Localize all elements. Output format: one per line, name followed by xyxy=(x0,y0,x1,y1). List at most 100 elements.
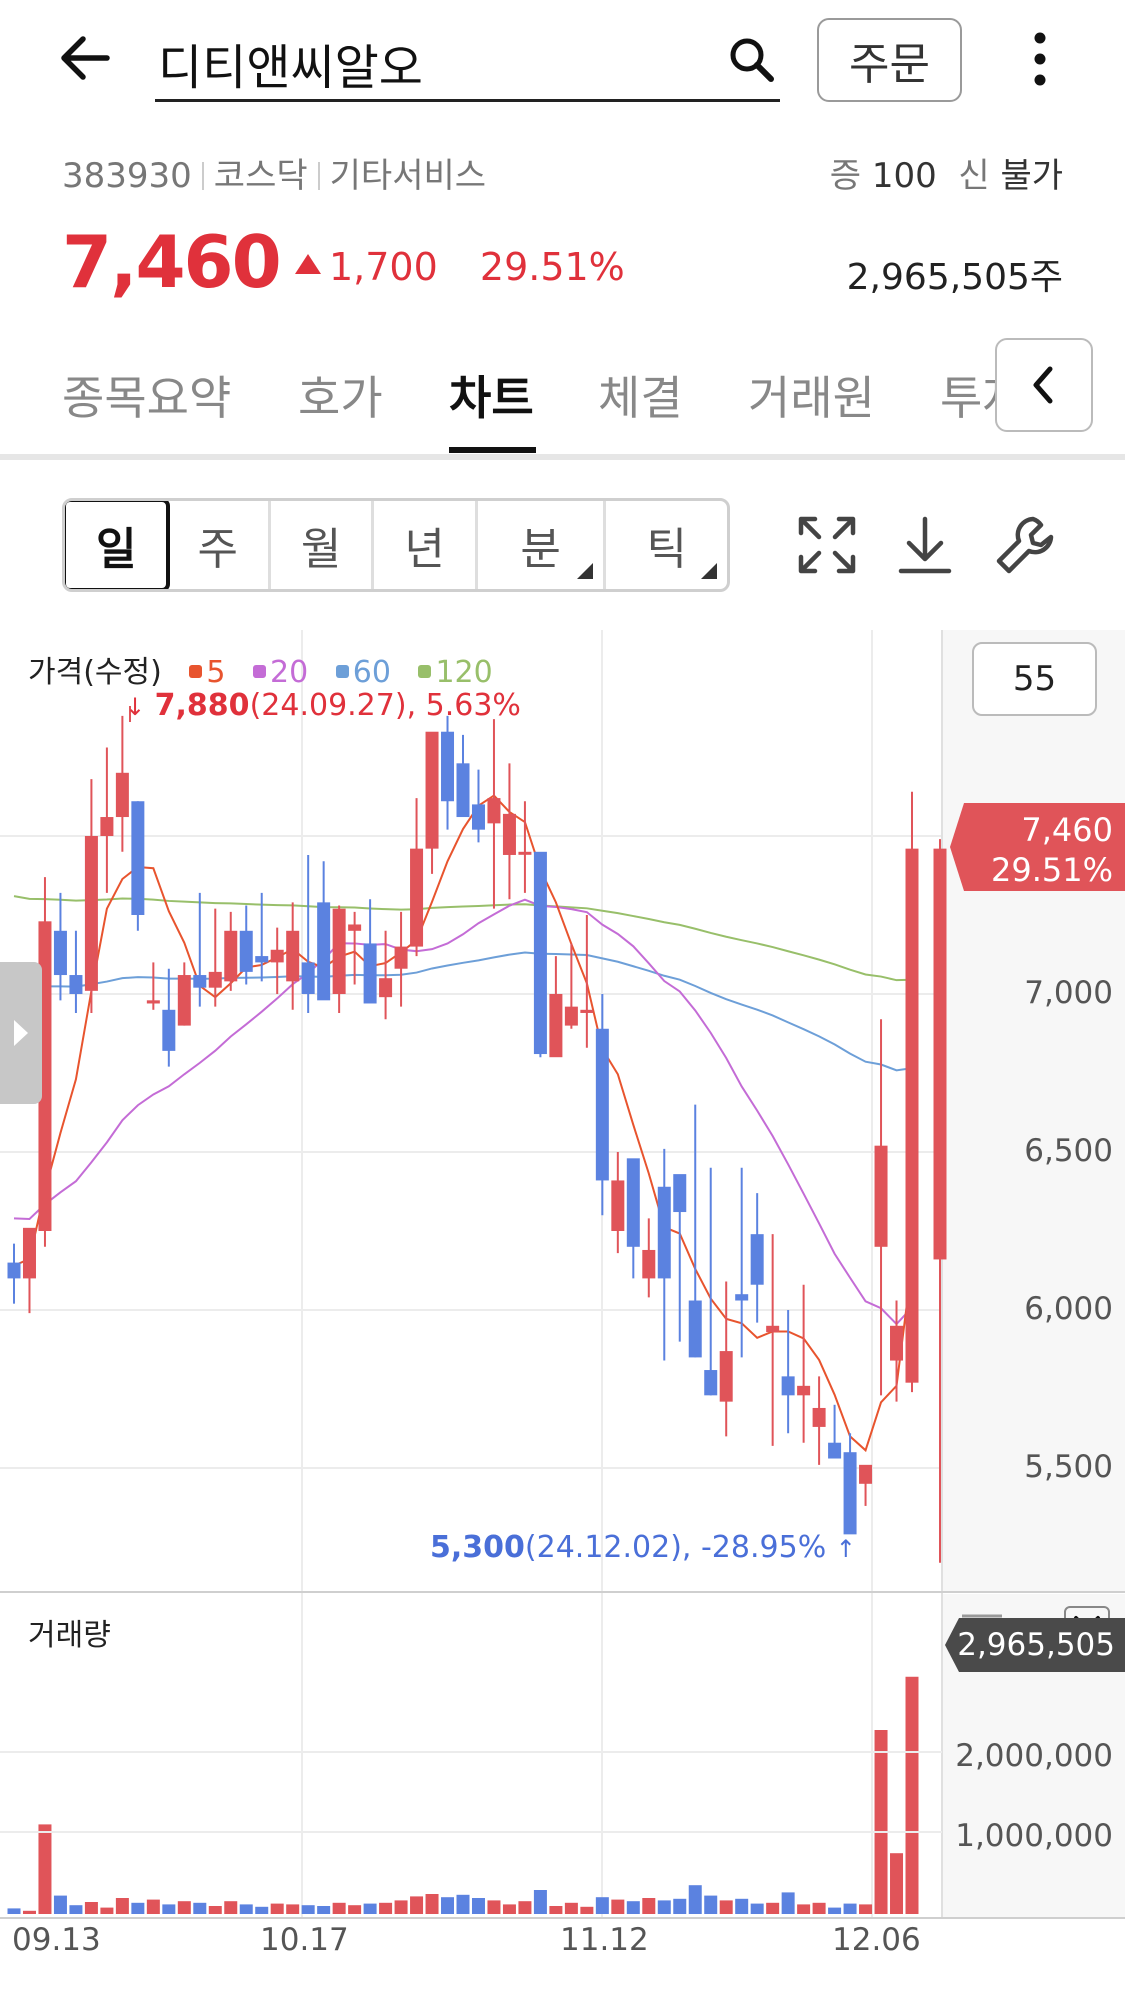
volume-bar xyxy=(69,1905,83,1914)
more-vertical-icon[interactable] xyxy=(1020,26,1060,96)
volume-bar xyxy=(642,1898,656,1914)
candle-body xyxy=(193,975,207,988)
candle-body xyxy=(100,817,114,836)
up-triangle-icon xyxy=(295,254,321,274)
volume-bar xyxy=(564,1902,578,1914)
period-minute-label: 분 xyxy=(520,524,561,575)
candle-body xyxy=(456,763,470,818)
tab-trades[interactable]: 체결 xyxy=(598,371,683,425)
ma5-line xyxy=(13,794,913,1453)
volume-bar xyxy=(595,1897,609,1914)
ma5-label: 5 xyxy=(206,655,226,690)
tab-scroll-left-button[interactable] xyxy=(995,338,1093,432)
tab-bar: 종목요약 호가 차트 체결 거래원 투자자 xyxy=(0,330,1125,460)
period-tick[interactable]: 틱 xyxy=(606,501,727,589)
margin-info: 증 100 신 불가 xyxy=(830,148,1063,197)
candle-body xyxy=(781,1376,795,1396)
period-minute[interactable]: 분 xyxy=(478,501,607,589)
candle-body xyxy=(22,1227,36,1279)
volume-bar xyxy=(270,1903,284,1914)
period-day-label: 일 xyxy=(95,524,137,575)
y-tick-7000: 7,000 xyxy=(1024,975,1113,1011)
chevron-left-icon xyxy=(1033,366,1053,404)
x-tick-2: 11.12 xyxy=(560,1922,649,1958)
candle-body xyxy=(301,962,315,994)
volume-bar xyxy=(456,1894,470,1914)
volume-bar xyxy=(797,1904,811,1914)
candle-body xyxy=(843,1452,857,1535)
volume-bar xyxy=(626,1901,640,1914)
order-button[interactable]: 주문 xyxy=(817,18,962,102)
volume-bar xyxy=(301,1905,315,1914)
ma60-swatch xyxy=(335,665,349,678)
volume-bar xyxy=(688,1885,702,1914)
y-tick-5500: 5,500 xyxy=(1024,1449,1113,1485)
chart-period-count-button[interactable]: 55 xyxy=(972,642,1097,716)
period-month[interactable]: 월 xyxy=(271,501,375,589)
volume-bar xyxy=(874,1730,888,1914)
candle-body xyxy=(255,956,269,963)
candle-body xyxy=(735,1294,749,1301)
candle-body xyxy=(595,1028,609,1181)
candle-body xyxy=(270,949,284,963)
low-date: (24.12.02), -28.95% xyxy=(524,1530,827,1565)
volume-value-tag: 2,965,505 xyxy=(945,1618,1125,1672)
candle-body xyxy=(69,975,83,994)
volume-bar xyxy=(410,1896,424,1914)
credit-label: 신 xyxy=(958,156,990,196)
arrow-up-icon: ↑ xyxy=(835,1535,856,1563)
candle-body xyxy=(332,908,346,994)
period-selector: 일 주 월 년 분 틱 xyxy=(62,498,730,592)
candle-body xyxy=(704,1370,718,1396)
volume-bar xyxy=(131,1902,145,1914)
volume-bar xyxy=(735,1898,749,1914)
volume-bar xyxy=(905,1676,919,1914)
candle-body xyxy=(549,994,563,1058)
candle-body xyxy=(874,1145,888,1247)
back-arrow-icon[interactable] xyxy=(55,28,115,88)
candle-body xyxy=(53,930,67,976)
candle-body xyxy=(363,943,377,1004)
tab-summary[interactable]: 종목요약 xyxy=(62,371,232,425)
download-icon[interactable] xyxy=(893,513,957,577)
candle-body xyxy=(487,798,501,824)
credit-value: 불가 xyxy=(1000,156,1063,196)
volume-bar xyxy=(719,1900,733,1914)
period-year[interactable]: 년 xyxy=(374,501,478,589)
change-percent: 29.51% xyxy=(479,245,625,289)
stock-search-input[interactable]: 디티앤씨알오 xyxy=(155,20,780,102)
volume-title: 거래량 xyxy=(28,1618,111,1653)
search-icon[interactable] xyxy=(724,32,780,88)
period-day[interactable]: 일 xyxy=(65,501,171,589)
tab-chart[interactable]: 차트 xyxy=(449,371,534,425)
volume-bar xyxy=(239,1904,253,1914)
current-price-tag-pct: 29.51% xyxy=(990,851,1113,889)
volume-bar xyxy=(255,1906,269,1914)
volume-bar xyxy=(611,1899,625,1914)
low-annotation: 5,300(24.12.02), -28.95% ↑ xyxy=(430,1530,856,1565)
candle-body xyxy=(642,1249,656,1279)
side-panel-handle[interactable] xyxy=(0,962,42,1104)
ma20-line xyxy=(13,898,913,1326)
volume-bar xyxy=(549,1906,563,1914)
volume-bar xyxy=(177,1901,191,1914)
candle-body xyxy=(162,1009,176,1051)
volume-bar xyxy=(487,1900,501,1914)
candle-body xyxy=(239,930,253,972)
volume-bar xyxy=(363,1903,377,1914)
volume-bar xyxy=(332,1902,346,1914)
volume-bar xyxy=(379,1902,393,1914)
period-month-label: 월 xyxy=(300,524,342,575)
price-axis-panel xyxy=(942,630,1125,1592)
wrench-settings-icon[interactable] xyxy=(993,513,1057,577)
candle-body xyxy=(766,1325,780,1333)
period-week[interactable]: 주 xyxy=(167,501,271,589)
stock-market: 코스닥 xyxy=(213,156,308,196)
expand-icon[interactable] xyxy=(795,513,859,577)
tab-brokers[interactable]: 거래원 xyxy=(748,371,875,425)
tab-orderbook[interactable]: 호가 xyxy=(298,371,383,425)
candle-body xyxy=(750,1234,764,1285)
current-price-tag-value: 7,460 xyxy=(1021,811,1113,849)
change-amount: 1,700 xyxy=(329,245,438,289)
volume-bar xyxy=(502,1904,516,1914)
